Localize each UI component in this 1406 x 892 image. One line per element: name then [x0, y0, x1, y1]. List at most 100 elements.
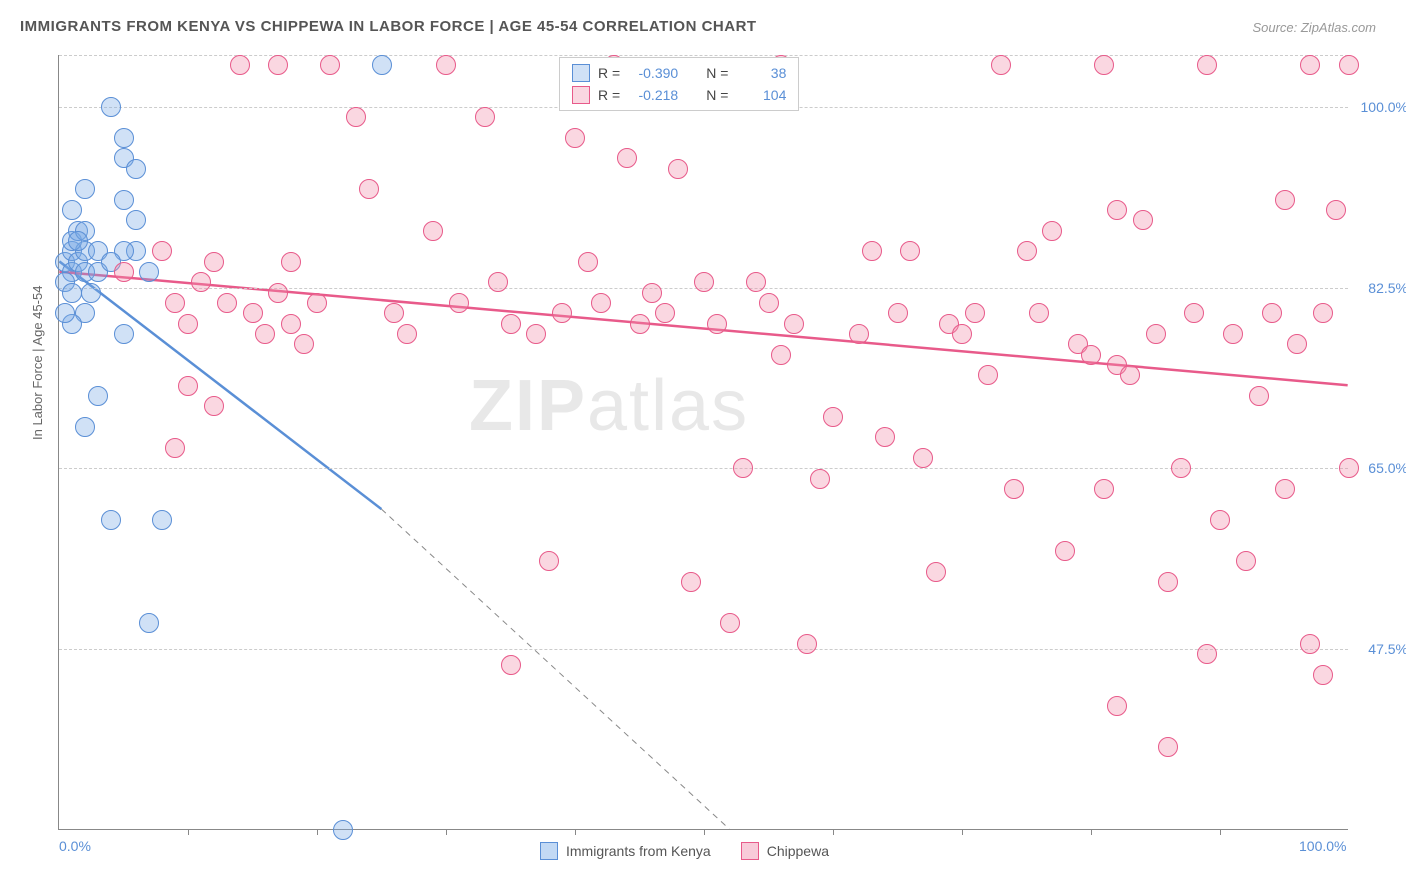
- legend-bottom: Immigrants from Kenya Chippewa: [540, 842, 829, 860]
- y-axis-title: In Labor Force | Age 45-54: [30, 286, 45, 440]
- scatter-point: [359, 179, 379, 199]
- x-minor-tick: [446, 829, 447, 835]
- scatter-point: [101, 97, 121, 117]
- scatter-point: [746, 272, 766, 292]
- gridline-horizontal: [59, 649, 1348, 650]
- scatter-point: [875, 427, 895, 447]
- legend-label: Immigrants from Kenya: [566, 843, 711, 859]
- x-tick-label: 100.0%: [1299, 838, 1346, 854]
- scatter-point: [1171, 458, 1191, 478]
- scatter-point: [68, 231, 88, 251]
- x-minor-tick: [833, 829, 834, 835]
- scatter-point: [475, 107, 495, 127]
- legend-swatch: [540, 842, 558, 860]
- scatter-point: [204, 396, 224, 416]
- scatter-point: [1197, 644, 1217, 664]
- scatter-point: [1236, 551, 1256, 571]
- scatter-point: [75, 179, 95, 199]
- scatter-point: [333, 820, 353, 840]
- scatter-point: [114, 324, 134, 344]
- scatter-point: [578, 252, 598, 272]
- scatter-point: [268, 283, 288, 303]
- x-minor-tick: [317, 829, 318, 835]
- scatter-point: [139, 613, 159, 633]
- y-tick-label: 47.5%: [1368, 641, 1406, 657]
- scatter-point: [1107, 200, 1127, 220]
- scatter-point: [1275, 479, 1295, 499]
- y-tick-label: 82.5%: [1368, 280, 1406, 296]
- scatter-point: [1275, 190, 1295, 210]
- scatter-point: [1313, 665, 1333, 685]
- scatter-point: [372, 55, 392, 75]
- y-tick-label: 100.0%: [1361, 99, 1406, 115]
- scatter-point: [488, 272, 508, 292]
- scatter-point: [900, 241, 920, 261]
- scatter-point: [1004, 479, 1024, 499]
- scatter-point: [114, 262, 134, 282]
- x-minor-tick: [1220, 829, 1221, 835]
- scatter-point: [759, 293, 779, 313]
- scatter-point: [1326, 200, 1346, 220]
- scatter-point: [191, 272, 211, 292]
- trend-lines-layer: [59, 55, 1348, 829]
- scatter-point: [1223, 324, 1243, 344]
- legend-swatch: [572, 64, 590, 82]
- legend-label: Chippewa: [767, 843, 829, 859]
- scatter-point: [681, 572, 701, 592]
- watermark: ZIPatlas: [469, 365, 749, 447]
- scatter-point: [1120, 365, 1140, 385]
- chart-plot-area: ZIPatlas 47.5%65.0%82.5%100.0%0.0%100.0%…: [58, 55, 1348, 830]
- scatter-point: [733, 458, 753, 478]
- scatter-point: [55, 303, 75, 323]
- scatter-point: [1300, 634, 1320, 654]
- scatter-point: [694, 272, 714, 292]
- y-tick-label: 65.0%: [1368, 460, 1406, 476]
- scatter-point: [1042, 221, 1062, 241]
- scatter-point: [126, 159, 146, 179]
- scatter-point: [62, 200, 82, 220]
- scatter-point: [449, 293, 469, 313]
- scatter-point: [1017, 241, 1037, 261]
- scatter-point: [771, 345, 791, 365]
- legend-item: Chippewa: [741, 842, 829, 860]
- scatter-point: [501, 655, 521, 675]
- chart-title: IMMIGRANTS FROM KENYA VS CHIPPEWA IN LAB…: [20, 18, 757, 35]
- scatter-point: [1249, 386, 1269, 406]
- scatter-point: [62, 283, 82, 303]
- scatter-point: [849, 324, 869, 344]
- scatter-point: [1158, 572, 1178, 592]
- scatter-point: [1313, 303, 1333, 323]
- scatter-point: [630, 314, 650, 334]
- scatter-point: [668, 159, 688, 179]
- scatter-point: [320, 55, 340, 75]
- x-minor-tick: [188, 829, 189, 835]
- scatter-point: [230, 55, 250, 75]
- scatter-point: [346, 107, 366, 127]
- scatter-point: [152, 241, 172, 261]
- scatter-point: [217, 293, 237, 313]
- scatter-point: [178, 314, 198, 334]
- scatter-point: [1339, 55, 1359, 75]
- scatter-point: [1055, 541, 1075, 561]
- x-minor-tick: [575, 829, 576, 835]
- scatter-point: [1146, 324, 1166, 344]
- scatter-point: [642, 283, 662, 303]
- legend-row: R =-0.218N =104: [560, 84, 798, 106]
- gridline-horizontal: [59, 55, 1348, 56]
- legend-swatch: [741, 842, 759, 860]
- scatter-point: [1133, 210, 1153, 230]
- scatter-point: [1339, 458, 1359, 478]
- scatter-point: [1081, 345, 1101, 365]
- scatter-point: [281, 314, 301, 334]
- scatter-point: [178, 376, 198, 396]
- scatter-point: [1158, 737, 1178, 757]
- scatter-point: [243, 303, 263, 323]
- scatter-point: [384, 303, 404, 323]
- scatter-point: [152, 510, 172, 530]
- scatter-point: [797, 634, 817, 654]
- scatter-point: [1262, 303, 1282, 323]
- scatter-point: [1287, 334, 1307, 354]
- scatter-point: [81, 283, 101, 303]
- scatter-point: [436, 55, 456, 75]
- scatter-point: [281, 252, 301, 272]
